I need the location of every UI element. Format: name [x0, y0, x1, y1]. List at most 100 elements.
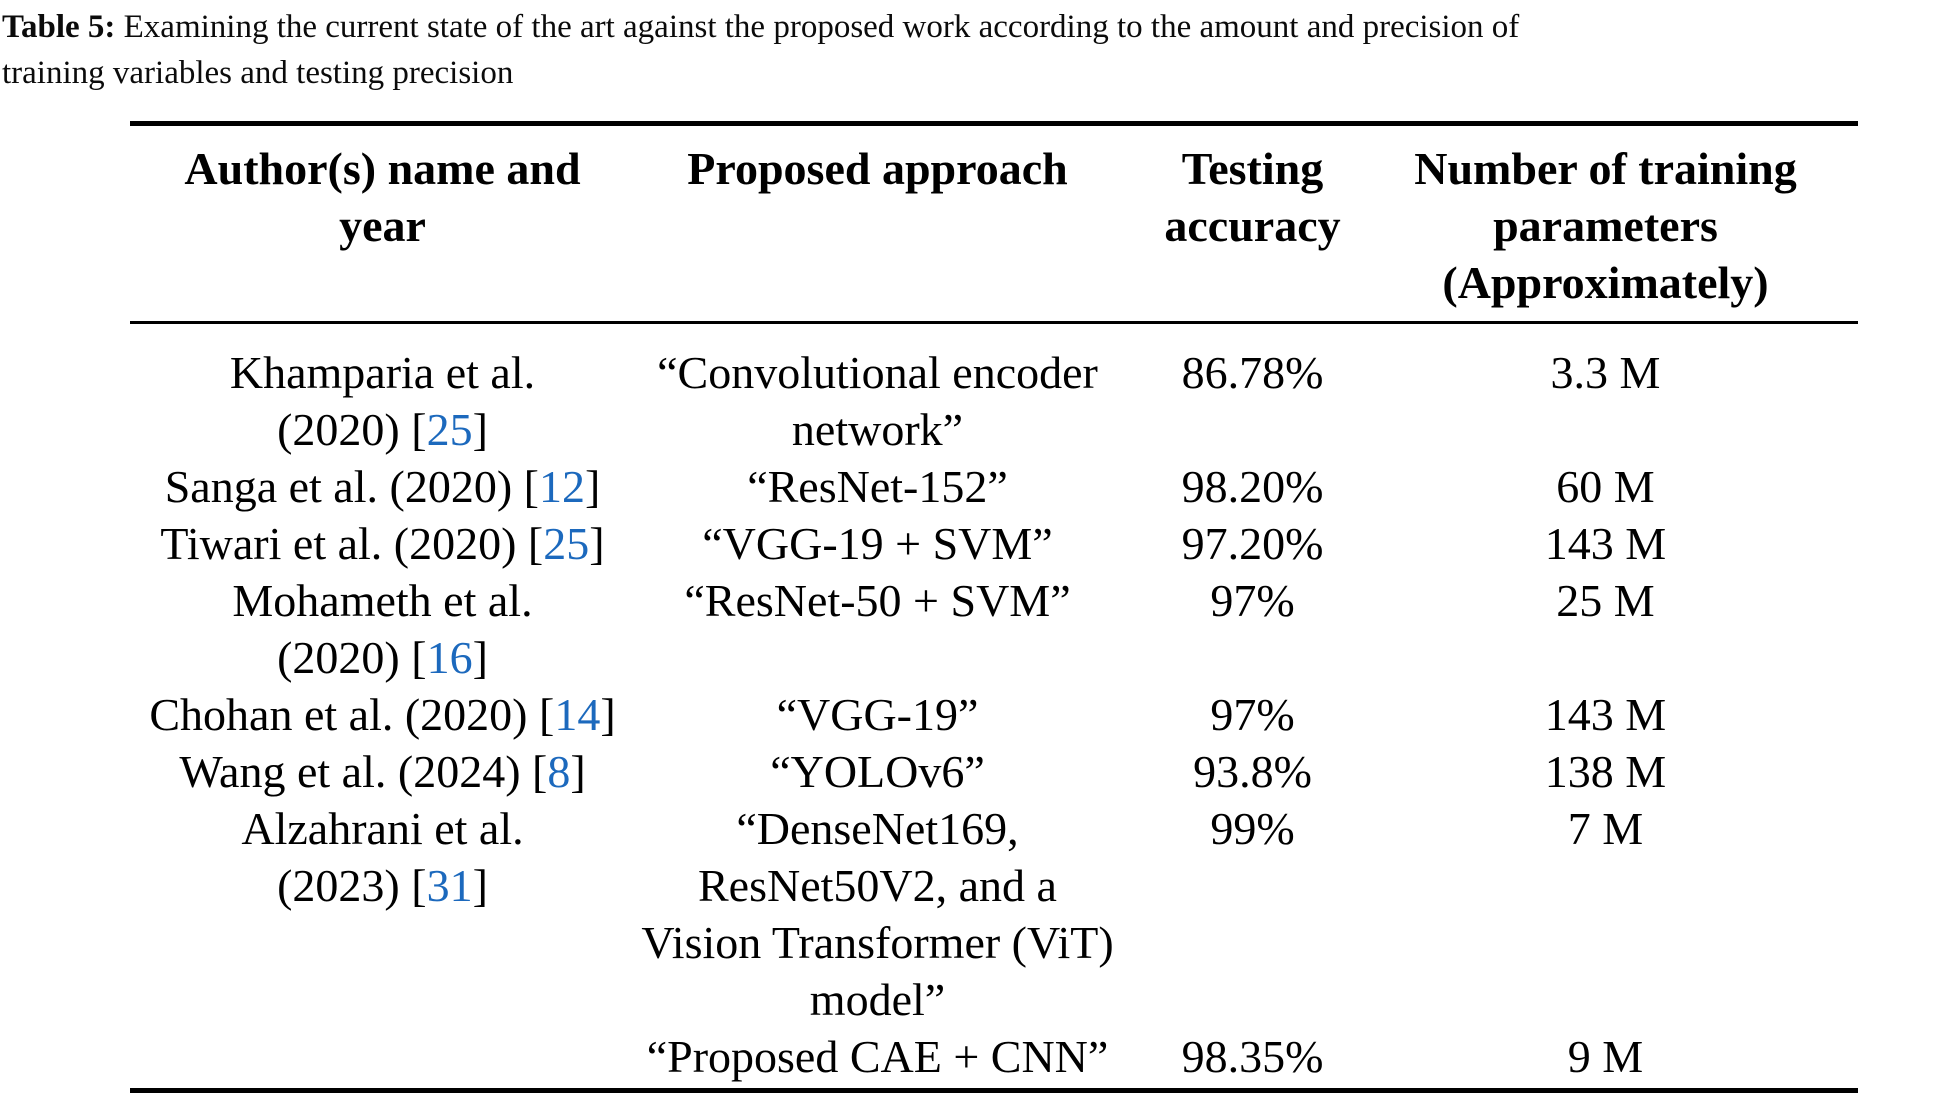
cell-approach: “Proposed CAE + CNN”	[635, 1028, 1120, 1091]
cell-approach: “ResNet-152”	[635, 458, 1120, 515]
cell-line: “DenseNet169,	[736, 803, 1019, 854]
cell-line: 138 M	[1544, 746, 1667, 797]
cell-line: “Proposed CAE + CNN”	[646, 1031, 1109, 1082]
cell-line: 60 M	[1556, 461, 1655, 512]
citation-link[interactable]: 14	[554, 689, 601, 740]
cell-line: model”	[809, 974, 946, 1025]
cell-author: Mohameth et al. (2020) [16]	[130, 572, 635, 686]
header-line: parameters	[1493, 200, 1718, 251]
citation-link[interactable]: 25	[426, 404, 473, 455]
caption-line-1: Table 5: Examining the current state of …	[2, 4, 1957, 50]
cell-line: Khamparia et al.	[229, 347, 536, 398]
cell-line: ResNet50V2, and a	[698, 860, 1057, 911]
column-header-params: Number of training parameters (Approximate…	[1385, 124, 1858, 323]
cell-author: Wang et al. (2024) [8]	[130, 743, 635, 800]
cell-params: 7 M	[1385, 800, 1858, 1028]
cell-approach: “YOLOv6”	[635, 743, 1120, 800]
cell-line: Sanga et al. (2020) [12]	[164, 461, 601, 512]
cell-params: 25 M	[1385, 572, 1858, 686]
column-header-author: Author(s) name and year	[130, 124, 635, 323]
caption-text-1: Examining the current state of the art a…	[123, 9, 1520, 45]
cell-line: “ResNet-50 + SVM”	[684, 575, 1071, 626]
header-line: Proposed approach	[687, 143, 1068, 194]
cell-author	[130, 1028, 635, 1091]
table-row: Alzahrani et al. (2023) [31] “DenseNet169,…	[130, 800, 1858, 1028]
cell-params: 9 M	[1385, 1028, 1858, 1091]
citation-link[interactable]: 12	[538, 461, 585, 512]
cell-accuracy: 93.8%	[1120, 743, 1385, 800]
table-row: Mohameth et al. (2020) [16] “ResNet-50 + S…	[130, 572, 1858, 686]
cell-line: “VGG-19”	[776, 689, 979, 740]
column-header-approach: Proposed approach	[635, 124, 1120, 323]
cell-author: Chohan et al. (2020) [14]	[130, 686, 635, 743]
cell-accuracy: 98.20%	[1120, 458, 1385, 515]
cell-line: “YOLOv6”	[770, 746, 985, 797]
cell-accuracy: 97%	[1120, 686, 1385, 743]
comparison-table: Author(s) name and year Proposed approach T…	[130, 121, 1858, 1093]
header-line: Author(s) name and	[184, 143, 581, 194]
cell-line: 98.35%	[1181, 1031, 1324, 1082]
cell-approach: “Convolutional encoder network”	[635, 323, 1120, 459]
table-caption: Table 5: Examining the current state of …	[2, 4, 1957, 96]
cell-accuracy: 98.35%	[1120, 1028, 1385, 1091]
citation-link[interactable]: 25	[543, 518, 590, 569]
cell-accuracy: 86.78%	[1120, 323, 1385, 459]
cell-line: Mohameth et al.	[232, 575, 533, 626]
cell-line: 99%	[1210, 803, 1295, 854]
cell-line: 143 M	[1544, 518, 1667, 569]
cell-accuracy: 97%	[1120, 572, 1385, 686]
table-row: Khamparia et al. (2020) [25] “Convolutiona…	[130, 323, 1858, 459]
cell-line: 98.20%	[1181, 461, 1324, 512]
cell-line: 97%	[1210, 689, 1295, 740]
table-caption-label: Table 5:	[2, 9, 116, 45]
cell-accuracy: 99%	[1120, 800, 1385, 1028]
table-row: “Proposed CAE + CNN” 98.35% 9 M	[130, 1028, 1858, 1091]
cell-line: Alzahrani et al.	[241, 803, 524, 854]
header-line: year	[339, 200, 426, 251]
cell-params: 143 M	[1385, 686, 1858, 743]
cell-line: 25 M	[1556, 575, 1655, 626]
cell-line: network”	[791, 404, 964, 455]
header-row: Author(s) name and year Proposed approach T…	[130, 124, 1858, 323]
cell-params: 138 M	[1385, 743, 1858, 800]
cell-line: 143 M	[1544, 689, 1667, 740]
cell-line: Wang et al. (2024) [8]	[179, 746, 586, 797]
table-row: Chohan et al. (2020) [14] “VGG-19” 97% 143 …	[130, 686, 1858, 743]
cell-accuracy: 97.20%	[1120, 515, 1385, 572]
cell-line: 3.3 M	[1550, 347, 1661, 398]
cell-author: Tiwari et al. (2020) [25]	[130, 515, 635, 572]
cell-line: 97.20%	[1181, 518, 1324, 569]
citation-link[interactable]: 16	[426, 632, 473, 683]
cell-approach: “ResNet-50 + SVM”	[635, 572, 1120, 686]
header-line: (Approximately)	[1442, 257, 1769, 308]
cell-line: (2023) [31]	[277, 860, 488, 911]
cell-approach: “DenseNet169, ResNet50V2, and a Vision Tra…	[635, 800, 1120, 1028]
table-header: Author(s) name and year Proposed approach T…	[130, 124, 1858, 323]
caption-line-2: training variables and testing precision	[2, 50, 1957, 96]
cell-line: “ResNet-152”	[747, 461, 1008, 512]
cell-line: 93.8%	[1193, 746, 1312, 797]
citation-link[interactable]: 31	[426, 860, 473, 911]
table-container: Author(s) name and year Proposed approach T…	[130, 121, 1858, 1093]
caption-text-2: training variables and testing precision	[2, 55, 514, 91]
cell-line: Chohan et al. (2020) [14]	[149, 689, 616, 740]
cell-line: 97%	[1210, 575, 1295, 626]
table-body: Khamparia et al. (2020) [25] “Convolutiona…	[130, 323, 1858, 1091]
cell-line: (2020) [16]	[277, 632, 488, 683]
table-row: Tiwari et al. (2020) [25] “VGG-19 + SVM” 9…	[130, 515, 1858, 572]
cell-line: Tiwari et al. (2020) [25]	[160, 518, 605, 569]
table-row: Sanga et al. (2020) [12] “ResNet-152” 98.2…	[130, 458, 1858, 515]
header-line: Number of training	[1414, 143, 1797, 194]
cell-params: 60 M	[1385, 458, 1858, 515]
cell-line: 7 M	[1567, 803, 1644, 854]
header-line: Testing	[1181, 143, 1324, 194]
cell-author: Khamparia et al. (2020) [25]	[130, 323, 635, 459]
cell-params: 143 M	[1385, 515, 1858, 572]
header-line: accuracy	[1164, 200, 1341, 251]
citation-link[interactable]: 8	[547, 746, 571, 797]
cell-line: “Convolutional encoder	[657, 347, 1098, 398]
cell-line: 86.78%	[1181, 347, 1324, 398]
cell-line: “VGG-19 + SVM”	[702, 518, 1053, 569]
cell-author: Alzahrani et al. (2023) [31]	[130, 800, 635, 1028]
table-row: Wang et al. (2024) [8] “YOLOv6” 93.8% 138 M	[130, 743, 1858, 800]
